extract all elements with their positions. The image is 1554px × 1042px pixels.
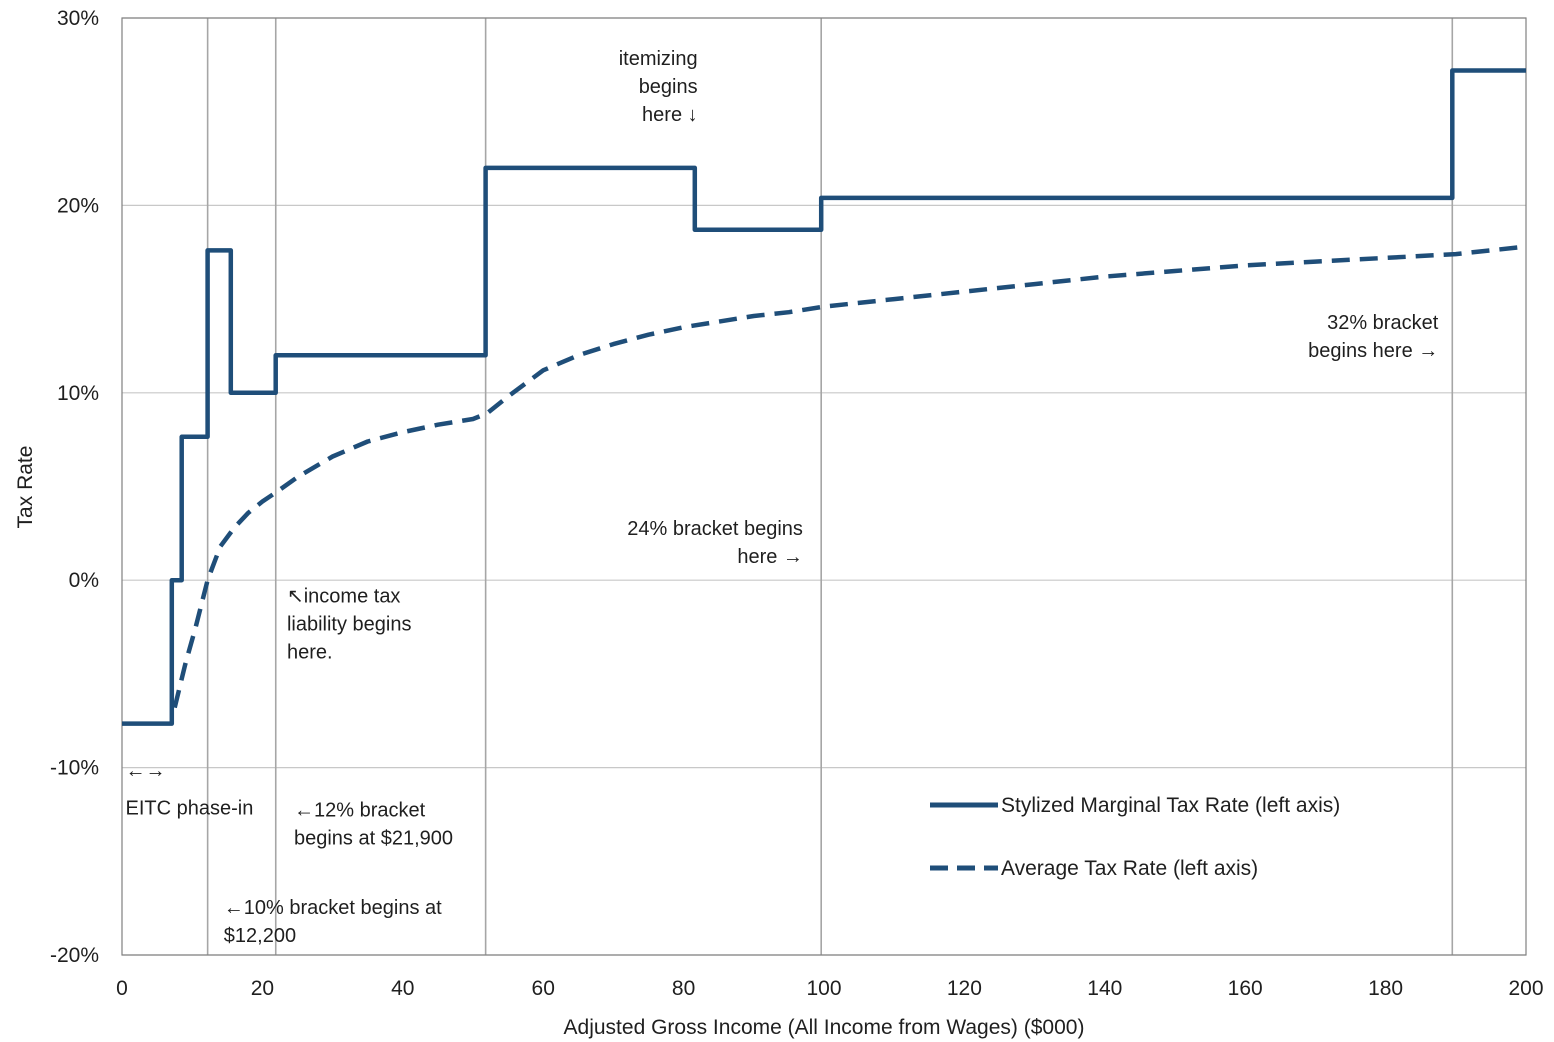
x-tick-label-9: 180 bbox=[1368, 977, 1403, 1000]
annotation-3-line-1: liability begins bbox=[287, 614, 412, 636]
annotations: itemizing begins here ↓ 32% bracket begins h… bbox=[126, 48, 1439, 947]
legend-label-average: Average Tax Rate (left axis) bbox=[1001, 857, 1258, 880]
x-tick-label-7: 140 bbox=[1087, 977, 1122, 1000]
annotation-4-line-0: ←→ bbox=[126, 760, 166, 782]
y-axis-tick-labels: -20% -10% 0% 10% 20% 30% bbox=[50, 7, 99, 967]
series-lines bbox=[122, 68, 1527, 726]
legend-label-marginal: Stylized Marginal Tax Rate (left axis) bbox=[1001, 794, 1340, 817]
y-tick-label-0: -20% bbox=[50, 944, 99, 967]
annotation-5: EITC phase-in bbox=[126, 797, 254, 819]
annotation-2: 24% bracket begins here → bbox=[627, 518, 803, 568]
x-tick-label-8: 160 bbox=[1228, 977, 1263, 1000]
annotation-0-line-0: itemizing bbox=[619, 48, 698, 70]
annotation-5-line-0: EITC phase-in bbox=[126, 797, 254, 819]
annotation-7-line-1: $12,200 bbox=[224, 925, 296, 947]
x-tick-label-0: 0 bbox=[116, 977, 128, 1000]
annotation-6: ←12% bracket begins at $21,900 bbox=[294, 799, 453, 849]
annotation-1-line-0: 32% bracket bbox=[1327, 312, 1439, 334]
series-line-marginal bbox=[122, 68, 1526, 726]
y-tick-label-3: 10% bbox=[57, 382, 99, 405]
annotation-0-line-1: begins bbox=[639, 76, 698, 98]
x-axis-title: Adjusted Gross Income (All Income from W… bbox=[564, 1016, 1085, 1039]
series-line-average bbox=[172, 244, 1527, 709]
plot-area-border bbox=[121, 17, 1527, 956]
x-tick-label-1: 20 bbox=[251, 977, 274, 1000]
annotation-1: 32% bracket begins here → bbox=[1308, 312, 1439, 362]
annotation-7-line-0: ←10% bracket begins at bbox=[224, 897, 442, 919]
annotation-0-line-2: here ↓ bbox=[642, 104, 698, 126]
annotation-1-line-1: begins here → bbox=[1308, 340, 1438, 362]
y-axis-title: Tax Rate bbox=[14, 446, 37, 529]
x-tick-label-6: 120 bbox=[947, 977, 982, 1000]
x-axis-tick-labels: 0 20 40 60 80 100 120 140 160 180 200 bbox=[116, 977, 1543, 1000]
legend: Stylized Marginal Tax Rate (left axis) A… bbox=[930, 794, 1340, 880]
x-tick-label-3: 60 bbox=[532, 977, 555, 1000]
annotation-3-line-2: here. bbox=[287, 642, 333, 664]
y-tick-label-4: 20% bbox=[57, 194, 99, 217]
x-tick-label-5: 100 bbox=[806, 977, 841, 1000]
x-tick-label-2: 40 bbox=[391, 977, 414, 1000]
annotation-7: ←10% bracket begins at $12,200 bbox=[224, 897, 442, 947]
annotation-2-line-0: 24% bracket begins bbox=[627, 518, 803, 540]
annotation-6-line-0: ←12% bracket bbox=[294, 799, 426, 821]
annotation-2-line-1: here → bbox=[737, 546, 803, 568]
x-tick-label-10: 200 bbox=[1508, 977, 1543, 1000]
x-tick-label-4: 80 bbox=[672, 977, 695, 1000]
y-tick-label-1: -10% bbox=[50, 757, 99, 780]
annotation-3: ↖income tax liability begins here. bbox=[287, 586, 412, 664]
annotation-3-line-0: ↖income tax bbox=[287, 586, 400, 608]
annotation-0: itemizing begins here ↓ bbox=[619, 48, 698, 126]
y-tick-label-5: 30% bbox=[57, 7, 99, 30]
y-tick-label-2: 0% bbox=[69, 569, 99, 592]
annotation-6-line-1: begins at $21,900 bbox=[294, 827, 453, 849]
annotation-4: ←→ bbox=[126, 760, 166, 782]
